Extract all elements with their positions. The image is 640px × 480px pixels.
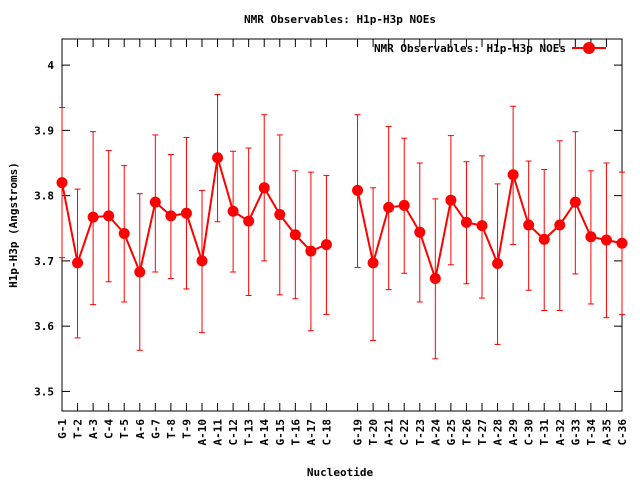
data-point — [258, 182, 270, 194]
data-point — [445, 194, 457, 206]
x-tick-label: T-31 — [538, 419, 551, 446]
plot-frame — [61, 38, 623, 412]
data-point — [320, 239, 332, 251]
x-tick-label: A-6 — [134, 419, 147, 439]
data-point — [180, 207, 192, 219]
x-tick-label: T-34 — [585, 419, 598, 446]
legend: NMR Observables: H1p-H3p NOEs — [374, 42, 606, 55]
data-point — [460, 216, 472, 228]
data-point — [227, 205, 239, 217]
x-tick-label: T-9 — [180, 419, 193, 439]
x-tick-label: T-16 — [289, 419, 302, 446]
data-point — [398, 199, 410, 211]
series-line-segment — [356, 174, 623, 283]
data-point — [103, 210, 115, 222]
x-tick-label: A-21 — [383, 419, 396, 446]
data-point — [118, 227, 130, 239]
data-point — [538, 233, 550, 245]
data-point — [305, 245, 317, 257]
y-tick-label: 3.8 — [34, 190, 54, 203]
y-tick-label: 3.9 — [34, 124, 54, 137]
data-point — [367, 257, 379, 269]
data-point — [569, 196, 581, 208]
x-axis-label: Nucleotide — [307, 466, 374, 479]
x-tick-label: A-29 — [507, 419, 520, 446]
x-tick-label: A-32 — [554, 419, 567, 446]
data-point — [492, 258, 504, 270]
data-point — [523, 219, 535, 231]
x-tick-label: G-1 — [56, 419, 69, 439]
data-point — [429, 273, 441, 285]
x-tick-label: C-30 — [523, 419, 536, 446]
legend-series-label: NMR Observables: H1p-H3p NOEs — [374, 42, 566, 55]
x-tick-label: A-3 — [87, 419, 100, 439]
x-tick-label: G-15 — [274, 419, 287, 446]
series-line-segment — [61, 157, 327, 276]
x-tick-label: C-18 — [320, 419, 333, 446]
data-point — [616, 237, 628, 249]
data-point — [414, 226, 426, 238]
x-tick-label: G-33 — [569, 419, 582, 446]
y-tick-label: 4 — [47, 59, 54, 72]
x-tick-label: A-24 — [429, 419, 442, 446]
data-point — [134, 266, 146, 278]
data-point — [289, 229, 301, 241]
chart-title: NMR Observables: H1p-H3p NOEs — [244, 13, 436, 26]
y-tick-label: 3.6 — [34, 320, 54, 333]
y-tick-label: 3.5 — [34, 385, 54, 398]
x-tick-label: T-2 — [72, 419, 85, 439]
x-tick-label: A-10 — [196, 419, 209, 446]
data-point — [352, 184, 364, 196]
x-tick-label: T-8 — [165, 419, 178, 439]
x-tick-label: C-4 — [103, 419, 116, 439]
x-tick-label: T-5 — [118, 419, 131, 439]
data-point — [149, 196, 161, 208]
x-tick-label: T-20 — [367, 419, 380, 446]
x-tick-label: C-36 — [616, 419, 629, 446]
data-point — [196, 255, 208, 267]
x-tick-label: T-13 — [243, 419, 256, 446]
data-point — [585, 231, 597, 243]
x-tick-label: A-35 — [600, 419, 613, 446]
data-point — [383, 201, 395, 213]
x-tick-label: T-26 — [460, 419, 473, 446]
data-point — [165, 210, 177, 222]
x-tick-label: A-11 — [212, 419, 225, 446]
x-tick-label: T-27 — [476, 419, 489, 446]
y-axis-label: H1p-H3p (Angstroms) — [7, 162, 20, 288]
legend-marker — [583, 42, 595, 54]
data-point — [507, 169, 519, 181]
data-point — [72, 257, 84, 269]
x-tick-label: A-14 — [258, 419, 271, 446]
data-point — [87, 211, 99, 223]
data-point — [56, 177, 68, 189]
data-point — [554, 219, 566, 231]
x-tick-label: G-19 — [352, 419, 365, 446]
x-tick-label: G-25 — [445, 419, 458, 446]
x-tick-label: G-7 — [149, 419, 162, 439]
data-point — [600, 234, 612, 246]
x-tick-label: T-23 — [414, 419, 427, 446]
x-tick-label: C-12 — [227, 419, 240, 446]
x-tick-label: A-28 — [492, 419, 505, 446]
y-tick-label: 3.7 — [34, 255, 54, 268]
data-point — [476, 220, 488, 232]
x-tick-label: C-22 — [398, 419, 411, 446]
data-point — [243, 215, 255, 227]
data-point — [274, 209, 286, 221]
x-tick-label: A-17 — [305, 419, 318, 446]
data-point — [212, 152, 224, 164]
